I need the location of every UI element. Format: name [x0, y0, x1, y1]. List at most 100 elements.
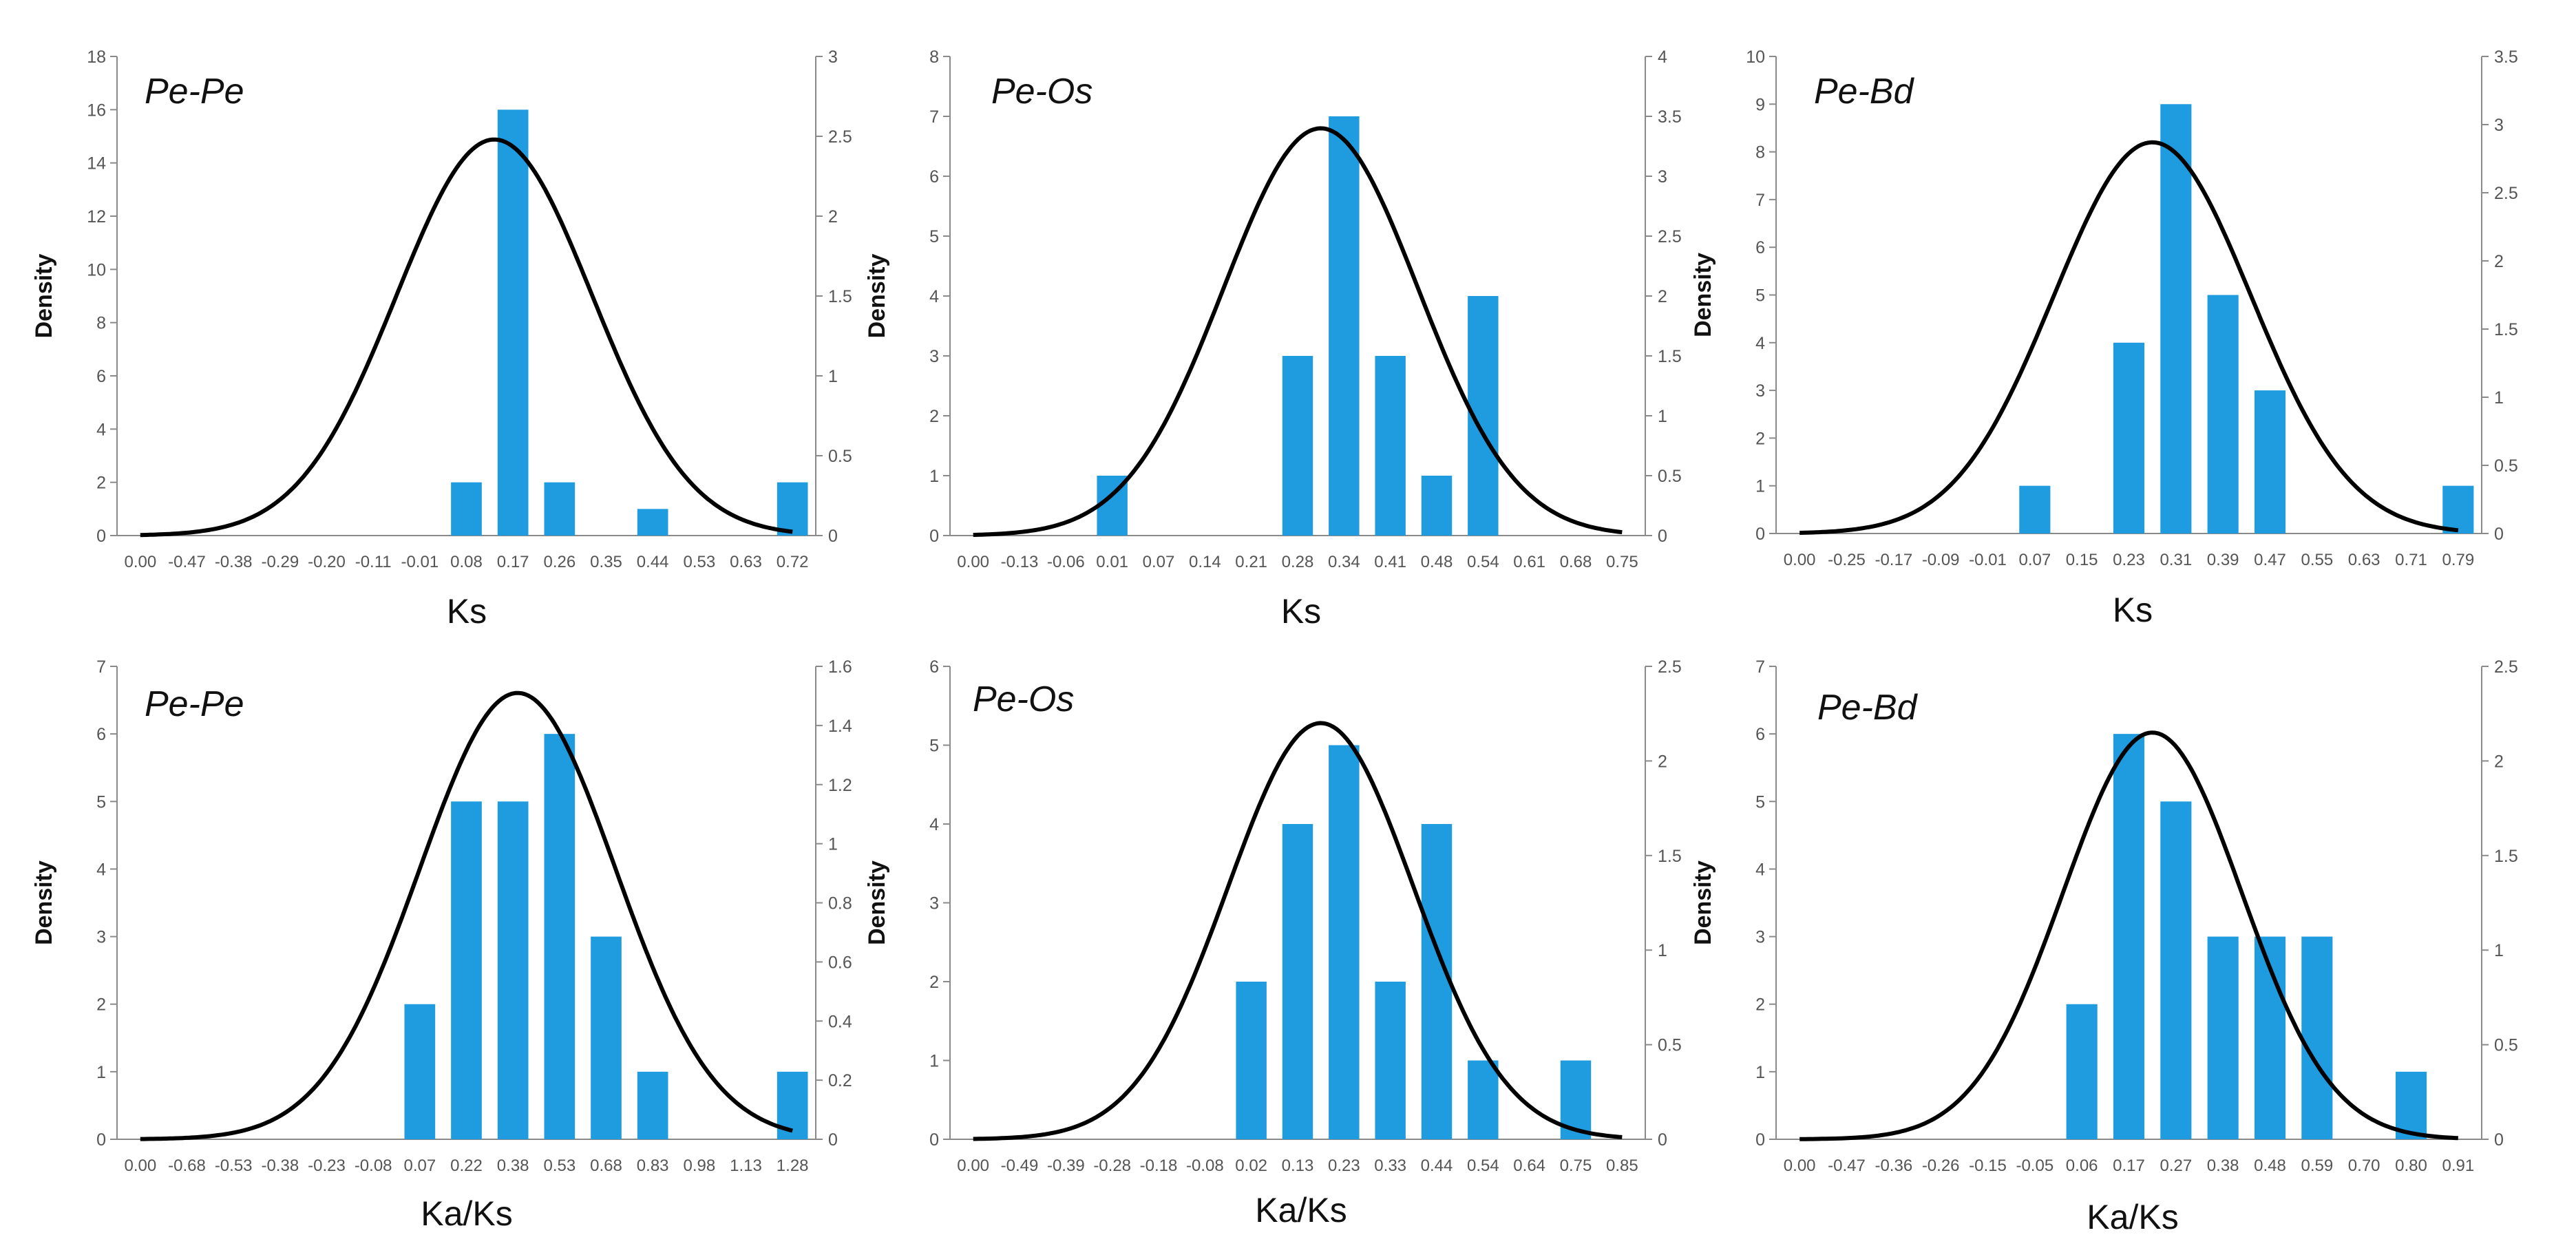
- histogram-bar: [591, 936, 622, 1139]
- x-tick-label: 0.54: [1467, 1156, 1499, 1175]
- x-tick-label: 0.00: [957, 553, 989, 571]
- y-tick-label: 6: [929, 657, 939, 677]
- x-tick-label: -0.28: [1093, 1156, 1131, 1175]
- y2-tick-label: 1: [2494, 388, 2504, 408]
- histogram-bar: [2301, 936, 2333, 1139]
- x-tick-label: -0.38: [215, 553, 253, 571]
- y-tick-label: 16: [87, 101, 106, 120]
- x-tick-label: 0.38: [2207, 1156, 2239, 1175]
- x-tick-label: 0.55: [2301, 551, 2333, 569]
- histogram-bar: [544, 482, 576, 536]
- y-tick-label: 10: [87, 260, 106, 279]
- x-tick-label: 0.13: [1282, 1156, 1314, 1175]
- y2-tick-label: 2.5: [2494, 184, 2518, 203]
- density-curve: [140, 137, 793, 538]
- x-tick-label: 0.23: [2113, 551, 2145, 569]
- x-tick-label: 1.13: [730, 1156, 762, 1175]
- y2-tick-label: 2: [2494, 252, 2504, 271]
- panel-title: Pe-Pe: [145, 72, 244, 112]
- x-tick-label: -0.20: [308, 553, 346, 571]
- x-tick-label: -0.38: [261, 1156, 299, 1175]
- x-tick-label: 0.00: [124, 1156, 156, 1175]
- histogram-bar: [1468, 1060, 1499, 1139]
- x-tick-label: 0.70: [2348, 1156, 2380, 1175]
- chart-panel-4: 0 1 2 3 4 5 6 7 0 0.2 0.4 0.6 0.8 1 1.2 1.4 1.6 0.00 -0.68…: [31, 657, 852, 1233]
- histogram-bar: [451, 482, 482, 536]
- x-tick-label: 0.21: [1235, 553, 1267, 571]
- y-tick-label: 3: [929, 894, 939, 913]
- y2-tick-label: 0.5: [2494, 456, 2518, 476]
- x-tick-label: -0.23: [308, 1156, 346, 1175]
- y-tick-label: 5: [1755, 792, 1765, 812]
- x-axis-label: Ka/Ks: [1255, 1191, 1347, 1229]
- x-tick-label: 0.72: [777, 553, 809, 571]
- y2-tick-label: 0.5: [2494, 1036, 2518, 1055]
- x-tick-label: 0.75: [1560, 1156, 1592, 1175]
- x-tick-label: 0.31: [2160, 551, 2192, 569]
- y-tick-label: 4: [1755, 334, 1765, 353]
- chart-panel-3: 0 1 2 3 4 5 6 7 8 9 10 0 0.5 1 1.5 2 2.5 3 3.5 0.00 -0.25 -0.…: [1690, 47, 2518, 629]
- x-tick-label: -0.08: [355, 1156, 392, 1175]
- panel-title: Pe-Pe: [145, 684, 244, 724]
- histogram-bar: [637, 1071, 668, 1139]
- density-curve: [973, 721, 1623, 1141]
- y2-tick-label: 2: [828, 207, 838, 226]
- y-tick-label: 5: [96, 792, 106, 812]
- y-tick-label: 12: [87, 207, 106, 226]
- y2-tick-label: 1: [2494, 941, 2504, 960]
- histogram-bar: [2207, 295, 2239, 534]
- y-tick-label: 2: [96, 474, 106, 493]
- chart-panel-5: 0 1 2 3 4 5 6 0 0.5 1 1.5 2 2.5 0.00 -0.49 -0.39 -0.28 -0…: [864, 657, 1682, 1229]
- y-tick-label: 8: [96, 314, 106, 333]
- y-tick-label: 10: [1746, 47, 1765, 67]
- x-tick-label: -0.49: [1001, 1156, 1039, 1175]
- histogram-bar: [777, 482, 808, 536]
- y2-tick-label: 3: [2494, 116, 2504, 135]
- x-tick-label: 0.75: [1606, 553, 1638, 571]
- y-tick-label: 1: [96, 1063, 106, 1082]
- x-tick-label: 0.44: [1421, 1156, 1453, 1175]
- x-tick-label: -0.05: [2016, 1156, 2054, 1175]
- x-tick-label: -0.06: [1047, 553, 1085, 571]
- y2-tick-label: 1: [1658, 407, 1667, 426]
- x-tick-label: 0.64: [1513, 1156, 1545, 1175]
- density-curve: [1799, 730, 2458, 1141]
- x-tick-label: 0.07: [2018, 551, 2051, 569]
- y-tick-label: 7: [929, 107, 939, 127]
- x-tick-label: 0.15: [2066, 551, 2098, 569]
- y-axis-label: Density: [864, 860, 890, 945]
- x-tick-label: 0.79: [2442, 551, 2474, 569]
- y-tick-label: 18: [87, 47, 106, 67]
- x-tick-label: 0.00: [124, 553, 156, 571]
- y2-tick-label: 1.4: [828, 717, 852, 736]
- y2-tick-label: 1: [828, 835, 838, 854]
- x-tick-label: 0.07: [1143, 553, 1175, 571]
- x-tick-label: 0.85: [1606, 1156, 1638, 1175]
- x-tick-label: -0.53: [215, 1156, 253, 1175]
- y-tick-label: 2: [96, 995, 106, 1015]
- y-tick-label: 7: [96, 657, 106, 677]
- y-tick-label: 3: [929, 347, 939, 366]
- histogram-bar: [1282, 824, 1313, 1139]
- x-tick-label: 0.17: [2113, 1156, 2145, 1175]
- y-tick-label: 0: [1755, 1130, 1765, 1150]
- x-tick-label: 0.53: [543, 1156, 576, 1175]
- y2-tick-label: 1.5: [1658, 847, 1682, 866]
- histogram-bar: [1421, 824, 1453, 1139]
- x-tick-label: 0.34: [1328, 553, 1360, 571]
- y-tick-label: 8: [1755, 143, 1765, 162]
- y-axis-label: Density: [1690, 860, 1716, 945]
- histogram-bar: [2160, 801, 2192, 1139]
- y2-tick-label: 2.5: [1658, 227, 1682, 246]
- x-tick-label: -0.18: [1140, 1156, 1178, 1175]
- y2-tick-label: 2: [1658, 287, 1667, 306]
- y2-tick-label: 2: [2494, 752, 2504, 771]
- x-tick-label: -0.01: [1969, 551, 2007, 569]
- histogram-bar: [451, 801, 482, 1139]
- x-axis-label: Ks: [2113, 591, 2153, 629]
- histogram-bar: [497, 801, 529, 1139]
- density-curve: [973, 126, 1623, 537]
- histogram-bar: [2442, 485, 2474, 534]
